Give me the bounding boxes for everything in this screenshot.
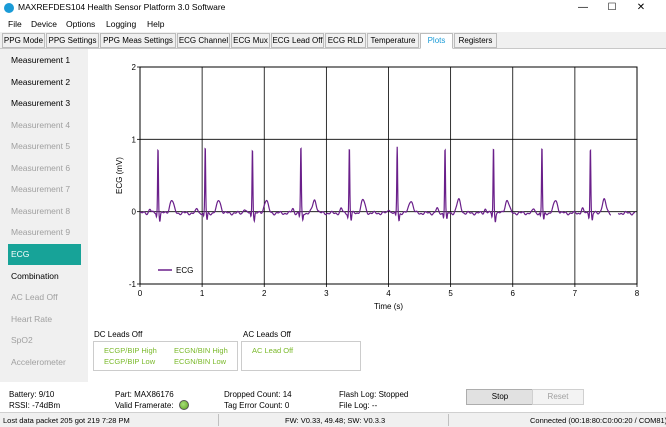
title-bar: MAXREFDES104 Health Sensor Platform 3.0 … [0, 0, 666, 16]
x-tick-label: 8 [635, 289, 640, 298]
dc-leads-off-box: ECGP/BIP High ECGN/BIN High ECGP/BIP Low… [93, 341, 238, 371]
y-tick-label: -1 [129, 280, 137, 289]
close-button[interactable]: ✕ [636, 2, 646, 13]
part-status: Part: MAX86176 [115, 390, 174, 399]
tab-ecg-rld[interactable]: ECG RLD [325, 33, 366, 48]
tag-error-count: Tag Error Count: 0 [224, 401, 290, 410]
sidebar-item-measurement-8: Measurement 8 [11, 206, 71, 216]
dc-leads-off-title: DC Leads Off [94, 330, 143, 339]
sidebar-item-measurement-9: Measurement 9 [11, 227, 71, 237]
reset-button: Reset [532, 389, 584, 405]
packet-status: Lost data packet 205 got 219 7:28 PM [3, 416, 130, 425]
file-log-status: File Log: -- [339, 401, 378, 410]
valid-framerate-label: Valid Framerate: [115, 401, 174, 410]
x-axis-label: Time (s) [374, 302, 403, 311]
tab-temperature[interactable]: Temperature [367, 33, 419, 48]
tab-ppg-meas-settings[interactable]: PPG Meas Settings [100, 33, 176, 48]
window-title: MAXREFDES104 Health Sensor Platform 3.0 … [18, 2, 226, 12]
leads-off-panel: DC Leads Off ECGP/BIP High ECGN/BIN High… [88, 326, 666, 382]
firmware-version: FW: V0.33, 49.48; SW: V0.3.3 [285, 416, 386, 425]
sidebar-item-spo2: SpO2 [11, 335, 33, 345]
flash-log-status: Flash Log: Stopped [339, 390, 409, 399]
menu-help[interactable]: Help [147, 19, 165, 29]
ecgp-bip-low-indicator: ECGP/BIP Low [104, 357, 156, 366]
tab-ppg-mode[interactable]: PPG Mode [2, 33, 45, 48]
legend-entry: ECG [176, 266, 193, 275]
y-tick-label: 0 [132, 208, 137, 217]
tab-ecg-channel[interactable]: ECG Channel [177, 33, 230, 48]
tab-registers[interactable]: Registers [454, 33, 497, 48]
tab-ppg-settings[interactable]: PPG Settings [46, 33, 99, 48]
minimize-button[interactable]: — [578, 2, 588, 13]
y-axis-label: ECG (mV) [115, 157, 124, 194]
maximize-button[interactable]: ☐ [607, 2, 617, 13]
sidebar-item-measurement-4: Measurement 4 [11, 120, 71, 130]
x-tick-label: 5 [448, 289, 453, 298]
status-separator [218, 414, 219, 426]
sidebar-item-ac-lead-off: AC Lead Off [11, 292, 58, 302]
connection-status: Connected (00:18:80:C0:00:20 / COM81) [530, 416, 666, 425]
sidebar-item-ecg[interactable]: ECG [8, 244, 81, 265]
x-tick-label: 6 [511, 289, 516, 298]
ecgp-bip-high-indicator: ECGP/BIP High [104, 346, 157, 355]
menu-file[interactable]: File [8, 19, 22, 29]
ac-lead-off-indicator: AC Lead Off [252, 346, 294, 355]
x-tick-label: 7 [573, 289, 578, 298]
sidebar-item-measurement-5: Measurement 5 [11, 141, 71, 151]
sidebar-item-measurement-1[interactable]: Measurement 1 [11, 55, 71, 65]
y-tick-label: 2 [132, 63, 137, 72]
battery-status: Battery: 9/10 [9, 390, 55, 399]
dropped-count: Dropped Count: 14 [224, 390, 292, 399]
app-icon [4, 3, 14, 13]
x-tick-label: 1 [200, 289, 205, 298]
x-tick-label: 2 [262, 289, 267, 298]
menu-device[interactable]: Device [31, 19, 57, 29]
ecg-series-line [139, 146, 612, 224]
ecg-chart: 0 1 2 3 4 5 6 7 8 -1 0 1 2 Time (s) ECG (mV) ECG [88, 58, 666, 320]
x-tick-label: 0 [138, 289, 143, 298]
status-panel: Battery: 9/10 RSSI: -74dBm Part: MAX8617… [0, 382, 666, 412]
menu-options[interactable]: Options [66, 19, 96, 29]
sidebar-item-heart-rate: Heart Rate [11, 314, 53, 324]
x-tick-label: 4 [386, 289, 391, 298]
menu-logging[interactable]: Logging [106, 19, 137, 29]
ac-leads-off-title: AC Leads Off [243, 330, 291, 339]
ecgn-bin-high-indicator: ECGN/BIN High [174, 346, 228, 355]
sidebar-item-combination[interactable]: Combination [11, 271, 59, 281]
sidebar-item-measurement-3[interactable]: Measurement 3 [11, 98, 71, 108]
ecgn-bin-low-indicator: ECGN/BIN Low [174, 357, 227, 366]
tab-ecg-lead-off[interactable]: ECG Lead Off [271, 33, 324, 48]
tab-bar: PPG Mode PPG Settings PPG Meas Settings … [0, 33, 666, 49]
tab-plots[interactable]: Plots [420, 33, 453, 49]
framerate-led-icon [179, 400, 189, 410]
plot-selector-sidebar: Measurement 1 Measurement 2 Measurement … [0, 49, 88, 382]
menu-bar: File Device Options Logging Help [0, 16, 666, 32]
sidebar-item-measurement-6: Measurement 6 [11, 163, 71, 173]
sidebar-item-measurement-2[interactable]: Measurement 2 [11, 77, 71, 87]
x-tick-label: 3 [324, 289, 329, 298]
sidebar-item-accelerometer: Accelerometer [11, 357, 66, 367]
y-tick-label: 1 [132, 135, 137, 144]
stop-button[interactable]: Stop [466, 389, 534, 405]
rssi-status: RSSI: -74dBm [9, 401, 61, 410]
tab-ecg-mux[interactable]: ECG Mux [231, 33, 270, 48]
status-separator [448, 414, 449, 426]
sidebar-item-measurement-7: Measurement 7 [11, 184, 71, 194]
ecg-series-line [617, 210, 636, 216]
ac-leads-off-box: AC Lead Off [241, 341, 361, 371]
status-bar: Lost data packet 205 got 219 7:28 PM FW:… [0, 412, 666, 427]
